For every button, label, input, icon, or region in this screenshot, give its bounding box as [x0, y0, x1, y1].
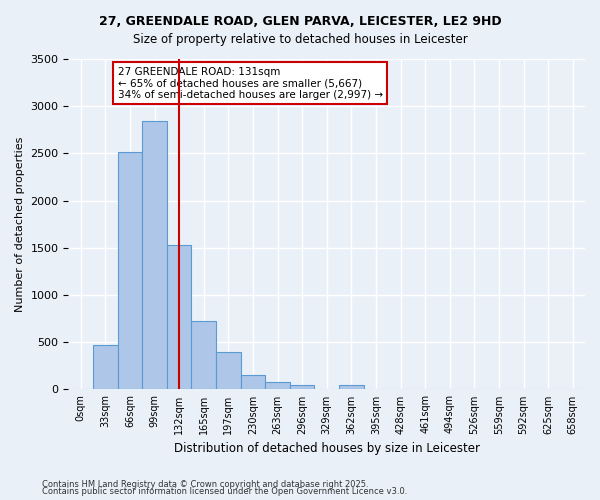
- Bar: [142, 122, 167, 390]
- Bar: [265, 382, 290, 390]
- Bar: [118, 152, 142, 390]
- Bar: [216, 352, 241, 390]
- Text: Contains public sector information licensed under the Open Government Licence v3: Contains public sector information licen…: [42, 487, 407, 496]
- Text: 27, GREENDALE ROAD, GLEN PARVA, LEICESTER, LE2 9HD: 27, GREENDALE ROAD, GLEN PARVA, LEICESTE…: [98, 15, 502, 28]
- Bar: [339, 385, 364, 390]
- X-axis label: Distribution of detached houses by size in Leicester: Distribution of detached houses by size …: [174, 442, 480, 455]
- Bar: [191, 322, 216, 390]
- Y-axis label: Number of detached properties: Number of detached properties: [15, 136, 25, 312]
- Text: Size of property relative to detached houses in Leicester: Size of property relative to detached ho…: [133, 32, 467, 46]
- Bar: [290, 385, 314, 390]
- Text: 27 GREENDALE ROAD: 131sqm
← 65% of detached houses are smaller (5,667)
34% of se: 27 GREENDALE ROAD: 131sqm ← 65% of detac…: [118, 66, 383, 100]
- Text: Contains HM Land Registry data © Crown copyright and database right 2025.: Contains HM Land Registry data © Crown c…: [42, 480, 368, 489]
- Bar: [241, 375, 265, 390]
- Bar: [167, 245, 191, 390]
- Bar: [93, 345, 118, 390]
